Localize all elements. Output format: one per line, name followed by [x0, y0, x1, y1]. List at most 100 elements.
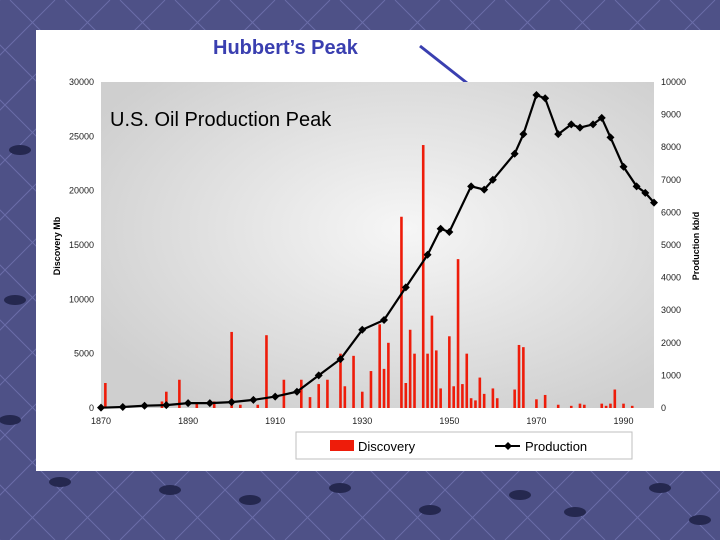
discovery-bar [535, 399, 538, 408]
background-dot [509, 490, 531, 500]
discovery-bar [613, 389, 617, 408]
discovery-bar [360, 391, 364, 408]
discovery-bar [408, 329, 412, 408]
background-dot [0, 415, 21, 425]
discovery-bar [517, 344, 521, 408]
chart-title: U.S. Oil Production Peak [110, 109, 332, 131]
production-point [641, 188, 650, 197]
production-point [97, 403, 105, 412]
x-tick-label: 1970 [526, 416, 546, 426]
production-point [423, 250, 432, 259]
background-dot [689, 515, 711, 525]
production-point [632, 182, 641, 191]
right-axis-label: Production kb/d [691, 212, 701, 281]
right-tick-label: 7000 [661, 175, 681, 185]
discovery-bar [308, 397, 312, 408]
background-dot [329, 483, 351, 493]
left-tick-label: 0 [89, 403, 94, 413]
production-point [314, 371, 323, 380]
production-point [358, 325, 367, 334]
production-point [118, 403, 127, 412]
discovery-bar [556, 404, 560, 408]
discovery-bar [569, 405, 573, 408]
discovery-bar [478, 377, 482, 408]
discovery-bar [630, 405, 634, 408]
right-tick-label: 8000 [661, 142, 681, 152]
production-point [575, 123, 584, 132]
left-tick-label: 25000 [69, 131, 94, 141]
production-point [567, 120, 576, 129]
discovery-bars [104, 145, 634, 408]
legend-discovery-swatch [330, 440, 354, 451]
production-point [532, 91, 541, 100]
production-series [97, 91, 658, 412]
right-tick-label: 5000 [661, 240, 681, 250]
right-tick-label: 1000 [661, 370, 681, 380]
discovery-bar [343, 386, 347, 408]
discovery-bar [456, 259, 460, 408]
legend-discovery-label: Discovery [358, 439, 416, 454]
background-dot [4, 295, 26, 305]
discovery-bar [426, 353, 429, 408]
legend: Discovery Production [295, 431, 633, 460]
x-tick-label: 1870 [91, 416, 111, 426]
x-tick-label: 1990 [614, 416, 634, 426]
discovery-bar [604, 405, 608, 408]
discovery-bar [239, 404, 242, 408]
background-grid-line [0, 0, 111, 111]
x-tick-label: 1890 [178, 416, 198, 426]
x-tick-label: 1910 [265, 416, 285, 426]
background-dot [649, 483, 671, 493]
right-tick-label: 4000 [661, 273, 681, 283]
discovery-bar [448, 336, 451, 408]
discovery-bar [299, 379, 303, 408]
discovery-bar [491, 388, 495, 408]
right-tick-label: 2000 [661, 338, 681, 348]
production-point [445, 227, 454, 236]
discovery-bar [513, 389, 516, 408]
production-point [401, 283, 410, 292]
discovery-bar [104, 383, 107, 408]
right-tick-label: 6000 [661, 207, 681, 217]
background-grid-line [0, 429, 111, 540]
right-tick-label: 0 [661, 403, 666, 413]
background-dot [239, 495, 261, 505]
discovery-bar [474, 400, 477, 408]
background-dot [419, 505, 441, 515]
production-point [227, 398, 236, 407]
production-point [140, 401, 149, 410]
production-point [336, 355, 345, 364]
production-point [589, 120, 598, 129]
right-tick-label: 9000 [661, 110, 681, 120]
production-point [480, 185, 489, 194]
discovery-bar [439, 388, 442, 408]
discovery-bar [369, 371, 373, 408]
production-point [184, 399, 193, 408]
production-point [606, 133, 615, 142]
discovery-bar [400, 216, 403, 408]
discovery-bar [469, 398, 473, 408]
discovery-bar [352, 355, 355, 408]
discovery-bar [452, 386, 456, 408]
production-point [597, 113, 606, 122]
plot-area [101, 82, 654, 408]
left-tick-label: 20000 [69, 186, 94, 196]
left-tick-label: 15000 [69, 240, 94, 250]
discovery-bar [413, 353, 416, 408]
discovery-bar [482, 393, 486, 408]
x-tick-label: 1930 [352, 416, 372, 426]
discovery-bar [622, 403, 625, 408]
background-dot [159, 485, 181, 495]
legend-production-marker [504, 442, 512, 450]
x-tick-label: 1950 [439, 416, 459, 426]
discovery-bar [578, 403, 582, 408]
slide-title: Hubbert’s Peak [213, 37, 358, 59]
discovery-bar [495, 398, 499, 408]
discovery-bar [195, 403, 199, 408]
discovery-bar [609, 403, 612, 408]
right-tick-label: 3000 [661, 305, 681, 315]
discovery-bar [178, 379, 181, 408]
production-point [510, 149, 519, 158]
discovery-bar [256, 404, 260, 408]
